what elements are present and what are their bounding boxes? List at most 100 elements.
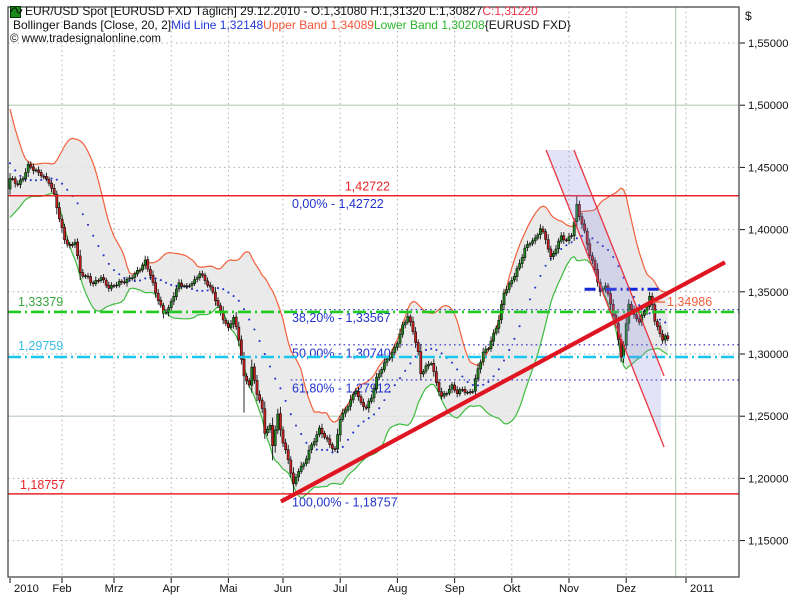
candle-body [523,247,527,258]
candle-body [367,400,371,409]
mid-dot [450,361,454,364]
mid-dot [268,365,272,368]
candle-body [120,280,124,283]
candle-body [591,255,594,261]
mid-dot [471,383,474,386]
mid-dot [331,451,334,454]
candle-body [552,253,555,257]
mid-dot [393,384,396,387]
candle-body [86,275,90,278]
candle-body [37,169,40,173]
x-tick-label: Apr [162,583,180,595]
grid-minor [8,7,739,577]
candle-body [11,178,14,180]
x-axis[interactable]: 2010 Feb Mrz Apr Mai Jun Jul Aug Sep Okt Nov Dez 201… [9,578,714,595]
mid-dot [102,254,105,257]
candle-body [182,285,186,288]
candle-body [666,335,670,340]
price-label-res-14272: 1,42722 [345,180,390,194]
candle-body [502,292,506,305]
mid-dot [55,178,58,181]
candle-body [344,409,347,414]
candle-body [383,362,386,370]
mid-dot [476,384,480,387]
mid-dot [227,291,230,294]
candle-body [245,375,248,382]
mid-dot [320,448,324,451]
channel-line-left[interactable] [545,149,665,448]
candle-body [281,429,285,444]
x-tick-label: Feb [52,583,71,595]
candle-body [658,325,662,335]
x-tick-label: Sep [445,583,465,595]
x-tick-label: Dez [616,583,636,595]
candle-body [419,351,423,375]
candle-body [385,358,389,363]
candle-body [104,279,108,286]
mid-dot [196,289,199,292]
candle-body [489,340,493,350]
candle-body [50,182,53,189]
candle-body [336,434,339,450]
candle-body [130,277,134,280]
candle-body [445,393,449,395]
candle-body [544,231,547,240]
candle-body [351,394,355,401]
trendline[interactable] [279,260,726,504]
candle-body [229,323,233,328]
candle-body [442,393,446,397]
candle-body [331,444,334,449]
mid-dot [34,179,38,182]
candle-body [578,204,581,217]
candle-body [294,476,298,485]
candle-body [432,363,436,372]
candle-body [435,371,438,383]
candle-body [531,240,534,244]
mid-dot [346,438,350,441]
candle-body [588,243,592,256]
candle-body [253,366,256,381]
candle-body [195,277,199,280]
y-axis[interactable]: $1,55000 1,50000 1,45000 1,40000 1,35000 1,30… [740,9,788,548]
candle-body [312,441,316,446]
indicator-mid-value: Mid Line 1,32148 [171,18,264,32]
candle-body [349,399,352,407]
candle-body [562,235,566,241]
candle-body [403,322,407,326]
channel-line-right[interactable] [573,149,665,377]
candle-body [570,235,573,237]
candle-body [188,285,191,288]
mid-dot [466,380,469,384]
candle-body [60,219,64,228]
candle-body [133,273,137,278]
mid-dot [29,179,32,182]
candle-body [34,169,38,172]
candle-body [359,396,363,403]
candle-body [266,428,269,434]
indicator-name: Bollinger Bands [Close, 20, 2] [13,18,172,32]
y-tick-label: 1,15000 [748,536,788,548]
mid-dot [430,347,433,350]
candle-body [338,419,342,436]
mid-dot [274,377,277,380]
bollinger-lower-line [9,192,669,500]
x-tick-label: Jun [274,583,292,595]
candle-body [21,178,25,181]
candle-body [208,284,212,288]
candle-body [94,280,98,284]
candle-body [565,239,568,242]
candle-body [630,304,633,311]
mid-dot [66,188,69,191]
mid-dot [97,244,100,248]
candle-body [380,368,384,374]
candle-body [263,408,267,434]
trend-channel[interactable] [545,149,665,448]
mid-dot [388,390,391,393]
candle-body [190,283,194,286]
mid-dot [341,445,344,449]
candle-body [492,332,495,342]
candle-body [362,402,365,407]
mid-dot [617,265,620,268]
